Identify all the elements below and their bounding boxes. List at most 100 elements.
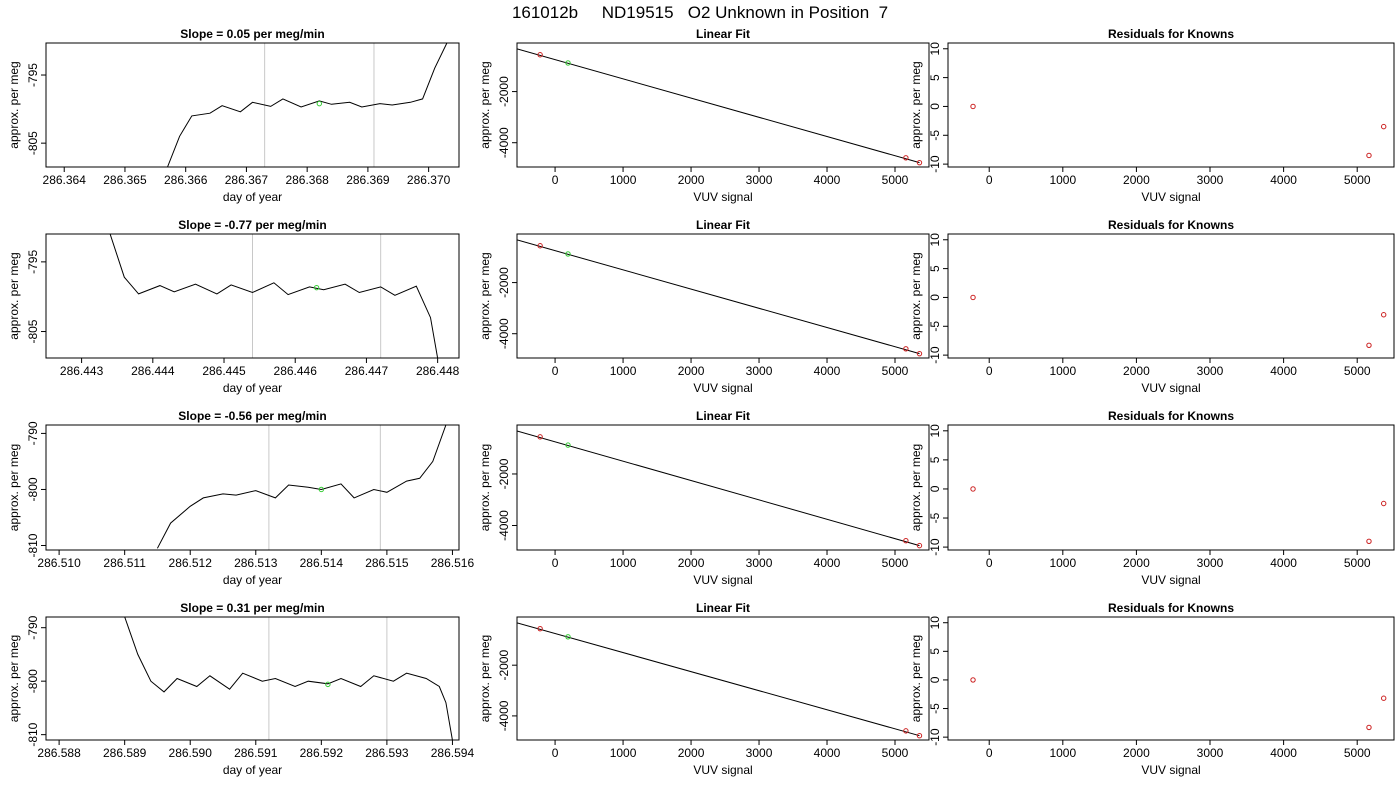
panel-residuals-1: Residuals for Knowns 0 1000 2000 3000 4000 500…: [909, 27, 1395, 204]
y-tick-label: -805: [26, 131, 40, 155]
y-tick-label: 0: [928, 485, 942, 492]
plot-frame: [516, 424, 930, 551]
y-tick-label: -810: [26, 533, 40, 557]
y-tick-label: -4000: [497, 318, 511, 349]
residual-point: [1380, 695, 1387, 701]
y-tick-label: -795: [26, 250, 40, 274]
y-axis-label: approx. per meg: [7, 61, 21, 148]
y-tick-label: 5: [928, 648, 942, 655]
x-tick-label: 286.445: [202, 364, 246, 378]
x-tick-label: 5000: [882, 746, 909, 760]
known-point: [916, 350, 923, 357]
panel-residuals-3: Residuals for Knowns 0 1000 2000 3000 4000 500…: [909, 409, 1395, 587]
panel-timeseries-3: Slope = -0.56 per meg/min 286.510 286.511 2…: [7, 409, 474, 587]
y-tick-label: 5: [928, 74, 942, 81]
x-tick-label: 286.594: [431, 746, 475, 760]
known-point: [903, 346, 909, 352]
x-tick-label: 286.366: [164, 173, 208, 187]
x-tick-label: 286.365: [103, 173, 147, 187]
x-tick-label: 286.368: [285, 173, 329, 187]
y-tick-label: 10: [928, 616, 942, 630]
x-tick-label: 286.446: [274, 364, 318, 378]
x-tick-label: 4000: [814, 173, 841, 187]
y-tick-label: -5: [928, 130, 942, 141]
y-tick-label: 10: [928, 42, 942, 56]
y-tick-label: 10: [928, 424, 942, 438]
y-axis-label: approx. per meg: [909, 61, 923, 148]
x-tick-label: 4000: [1270, 746, 1297, 760]
known-point: [903, 155, 909, 161]
x-tick-label: 1000: [610, 364, 637, 378]
y-tick-label: -2000: [497, 76, 511, 107]
x-tick-label: 3000: [1197, 556, 1224, 570]
panel-title: Slope = -0.77 per meg/min: [178, 218, 326, 232]
panel-linear-fit-4: Linear Fit 0 1000 2000 3000 4000 5000 -2000 -400…: [478, 601, 930, 777]
y-tick-label: -4000: [497, 127, 511, 158]
x-tick-label: 1000: [1049, 173, 1076, 187]
x-tick-label: 2000: [1123, 364, 1150, 378]
x-tick-label: 286.516: [431, 556, 475, 570]
series-line: [109, 234, 439, 358]
x-axis-label: VUV signal: [1141, 573, 1200, 587]
residual-point: [1380, 500, 1387, 507]
panel-linear-fit-2: Linear Fit 0 1000 2000 3000 4000 5000 -2000 -400…: [478, 218, 930, 395]
plot-area: [517, 622, 923, 739]
x-tick-label: 0: [552, 173, 559, 187]
fit-line: [517, 622, 920, 737]
plot-area: [970, 294, 1387, 349]
y-tick-label: 5: [928, 456, 942, 463]
known-point: [537, 52, 543, 58]
residual-point: [1366, 724, 1372, 731]
panel-residuals-4: Residuals for Knowns 0 1000 2000 3000 4000 500…: [909, 601, 1395, 777]
unknown-point: [565, 442, 571, 448]
x-tick-label: 0: [986, 746, 993, 760]
y-axis-label: approx. per meg: [7, 635, 21, 722]
plot-area: [124, 617, 453, 740]
plot-frame: [516, 616, 930, 741]
x-axis-label: VUV signal: [693, 381, 752, 395]
fit-line: [517, 48, 920, 164]
x-tick-label: 3000: [1197, 173, 1224, 187]
x-tick-label: 2000: [1123, 173, 1150, 187]
y-axis-label: approx. per meg: [478, 444, 492, 531]
y-tick-label: -10: [928, 346, 942, 364]
y-tick-label: 10: [928, 233, 942, 247]
x-tick-label: 2000: [678, 746, 705, 760]
y-tick-label: -800: [26, 477, 40, 501]
y-tick-label: 0: [928, 103, 942, 110]
panel-residuals-2: Residuals for Knowns 0 1000 2000 3000 4000 500…: [909, 218, 1395, 395]
y-axis-label: approx. per meg: [478, 252, 492, 339]
residual-point: [1380, 123, 1387, 130]
x-tick-label: 286.511: [103, 556, 146, 570]
x-tick-label: 2000: [1123, 746, 1150, 760]
unknown-point: [313, 284, 320, 291]
x-tick-label: 0: [552, 556, 559, 570]
y-axis-label: approx. per meg: [478, 61, 492, 148]
fit-line: [517, 430, 920, 547]
x-tick-label: 286.588: [37, 746, 81, 760]
x-tick-label: 286.367: [225, 173, 269, 187]
x-tick-label: 1000: [610, 556, 637, 570]
x-tick-label: 3000: [1197, 364, 1224, 378]
plot-frame: [516, 42, 930, 168]
y-tick-label: -2000: [497, 267, 511, 298]
y-tick-label: -805: [26, 319, 40, 343]
x-tick-label: 4000: [814, 746, 841, 760]
unknown-point: [316, 100, 323, 107]
x-tick-label: 286.589: [103, 746, 147, 760]
x-tick-label: 3000: [746, 364, 773, 378]
x-tick-label: 286.591: [234, 746, 278, 760]
residual-point: [1380, 312, 1387, 318]
plot-frame: [947, 616, 1395, 741]
known-point: [916, 732, 923, 739]
y-tick-label: -800: [26, 669, 40, 693]
x-tick-label: 3000: [1197, 746, 1224, 760]
plot-area: [517, 239, 923, 357]
x-tick-label: 0: [552, 364, 559, 378]
panel-title: Residuals for Knowns: [1108, 218, 1234, 232]
x-tick-label: 2000: [678, 556, 705, 570]
unknown-point: [565, 634, 571, 640]
x-axis-label: day of year: [223, 381, 282, 395]
x-axis-label: VUV signal: [693, 763, 752, 777]
